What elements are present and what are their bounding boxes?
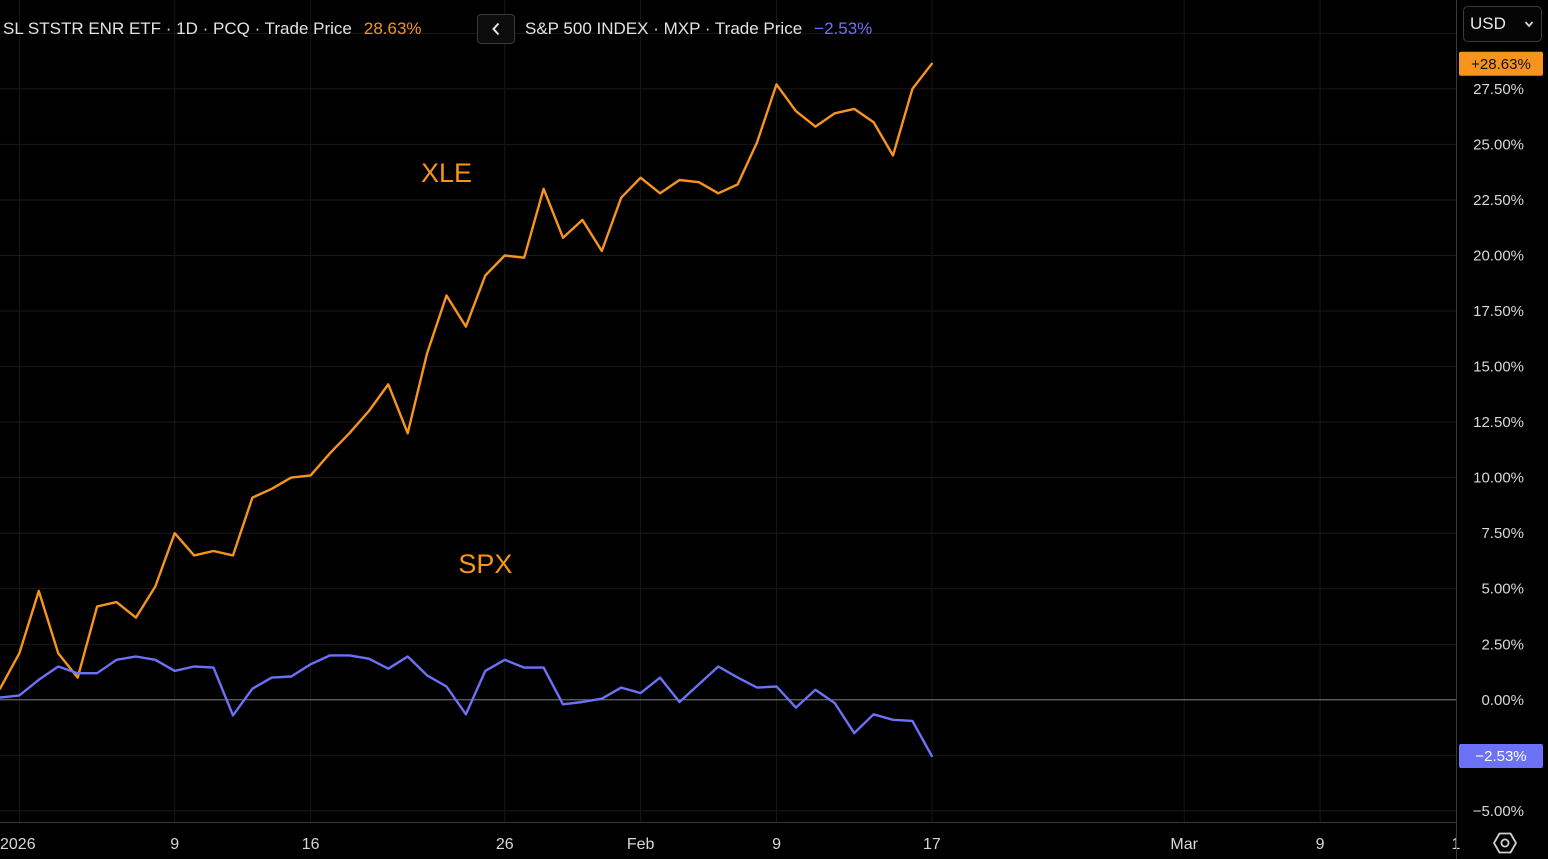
y-tick-label: 7.50%	[1481, 525, 1524, 542]
price-tag-text-xle: +28.63%	[1471, 56, 1531, 73]
series-line-spx	[0, 654, 933, 758]
price-tag-text-spx: −2.53%	[1475, 748, 1526, 765]
settings-gear-icon	[1493, 832, 1517, 854]
y-tick-label: 5.00%	[1481, 581, 1524, 598]
collapse-legend-button[interactable]	[477, 14, 515, 44]
y-tick-label: 25.00%	[1473, 136, 1524, 153]
y-tick-label: 15.00%	[1473, 359, 1524, 376]
y-tick-label: 10.00%	[1473, 470, 1524, 487]
x-tick-label: 2026	[0, 836, 36, 853]
y-tick-label: 17.50%	[1473, 303, 1524, 320]
y-tick-label: 0.00%	[1481, 692, 1524, 709]
x-tick-label: Feb	[627, 836, 655, 853]
x-tick-label: 9	[1316, 836, 1325, 853]
chart-settings-button[interactable]	[1490, 828, 1520, 858]
currency-select[interactable]: USD	[1463, 6, 1542, 42]
x-tick-label: Mar	[1170, 836, 1198, 853]
legend-series-1-text: SL STSTR ENR ETF · 1D · PCQ · Trade Pric…	[3, 19, 352, 38]
legend-series-1[interactable]: SL STSTR ENR ETF · 1D · PCQ · Trade Pric…	[3, 12, 422, 46]
y-tick-label: −5.00%	[1473, 803, 1524, 820]
y-tick-label: 2.50%	[1481, 636, 1524, 653]
price-tag-xle	[1459, 51, 1543, 76]
legend-series-2[interactable]: S&P 500 INDEX · MXP · Trade Price −2.53%	[477, 12, 872, 46]
series-line-xle	[0, 62, 933, 690]
legend-series-2-text: S&P 500 INDEX · MXP · Trade Price	[525, 19, 803, 38]
x-tick-label: 17	[923, 836, 941, 853]
legend-series-1-value: 28.63%	[363, 19, 422, 38]
y-tick-label: 22.50%	[1473, 192, 1524, 209]
chevron-left-icon	[492, 22, 500, 36]
annotation-xle: XLE	[421, 158, 472, 188]
chevron-down-icon	[1524, 21, 1534, 28]
x-tick-label: 9	[772, 836, 781, 853]
x-tick-label: 16	[302, 836, 320, 853]
x-tick-label: 9	[170, 836, 179, 853]
x-tick-label: 26	[496, 836, 514, 853]
series-layer	[0, 62, 933, 758]
annotation-spx: SPX	[458, 549, 512, 579]
legend-series-2-value: −2.53%	[814, 19, 873, 38]
y-tick-label: 20.00%	[1473, 247, 1524, 264]
label-layer: +28.63% −2.53% XLE SPX	[421, 51, 1543, 769]
y-tick-label: 27.50%	[1473, 81, 1524, 98]
grid-layer	[0, 0, 1456, 822]
y-tick-label: 12.50%	[1473, 414, 1524, 431]
price-tag-spx	[1459, 744, 1543, 769]
currency-select-value: USD	[1470, 14, 1506, 33]
